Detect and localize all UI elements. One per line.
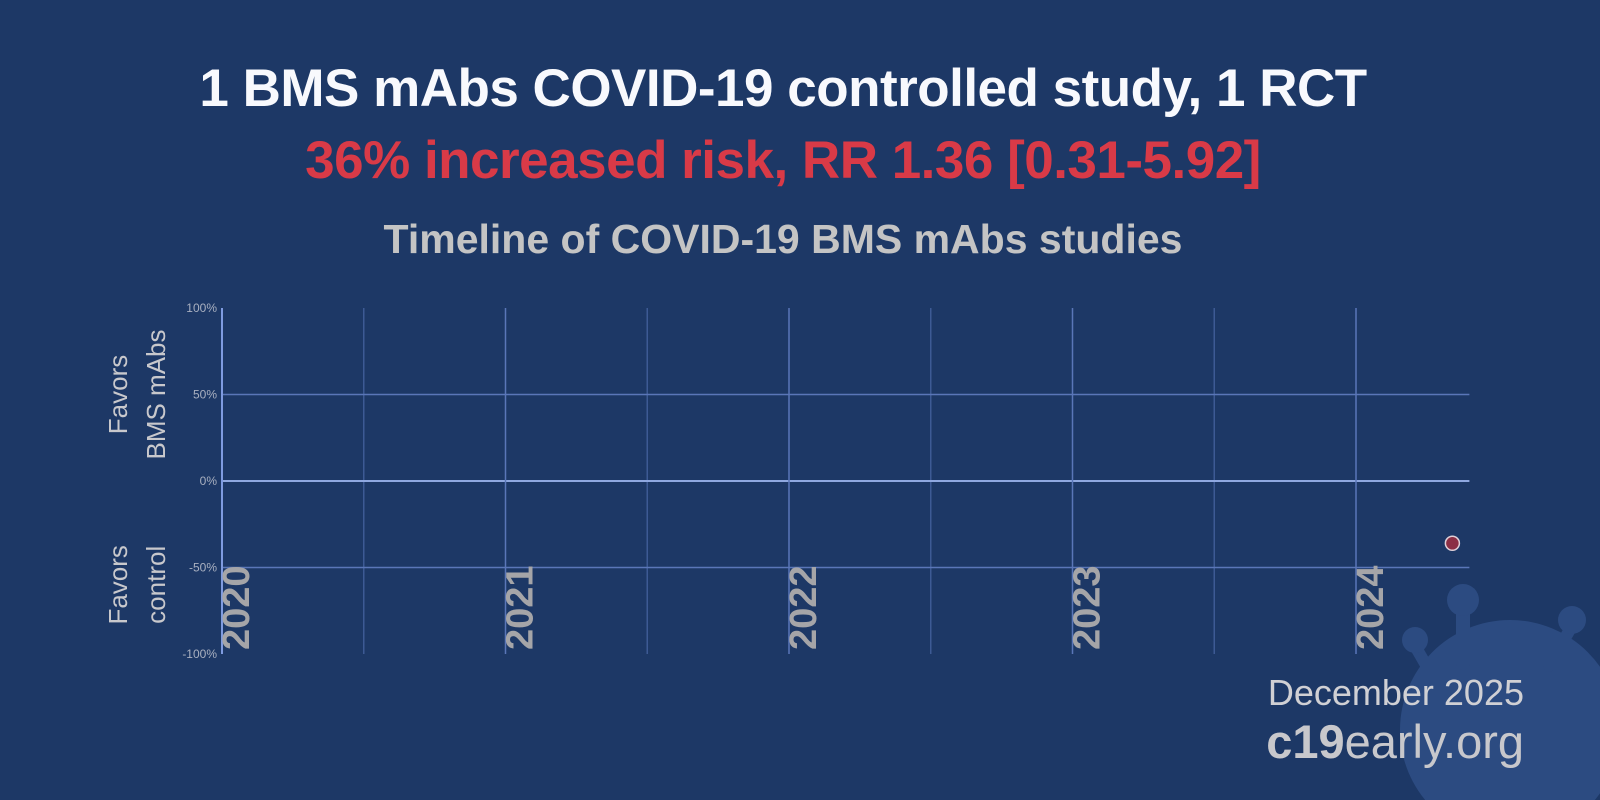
y-tick-label: 100%	[186, 301, 217, 315]
y-tick-label: 0%	[200, 474, 218, 488]
brand-bold: c19	[1266, 715, 1345, 768]
x-tick-label: 2021	[500, 565, 542, 650]
chart-title: Timeline of COVID-19 BMS mAbs studies	[383, 216, 1183, 262]
brand-rest: early.org	[1344, 715, 1524, 768]
x-tick-label: 2023	[1067, 565, 1109, 650]
y-axis-label-favors-treatment: BMS mAbs	[141, 329, 171, 459]
brand-logo: c19early.org	[1266, 714, 1524, 769]
y-axis-label-favors-control: control	[141, 546, 171, 624]
y-tick-label: -50%	[189, 561, 217, 575]
y-axis-label-favors-control: Favors	[103, 545, 133, 624]
x-tick-label: 2020	[216, 565, 258, 650]
page-title: 1 BMS mAbs COVID-19 controlled study, 1 …	[199, 59, 1367, 118]
y-tick-label: 50%	[193, 388, 217, 402]
y-axis-label-favors-treatment: Favors	[103, 355, 133, 434]
y-tick-label: -100%	[182, 647, 217, 661]
x-tick-label: 2024	[1350, 565, 1392, 650]
result-summary: 36% increased risk, RR 1.36 [0.31-5.92]	[305, 131, 1261, 190]
study-point	[1444, 535, 1461, 552]
x-tick-label: 2022	[783, 565, 825, 650]
date-label: December 2025	[1267, 672, 1524, 713]
